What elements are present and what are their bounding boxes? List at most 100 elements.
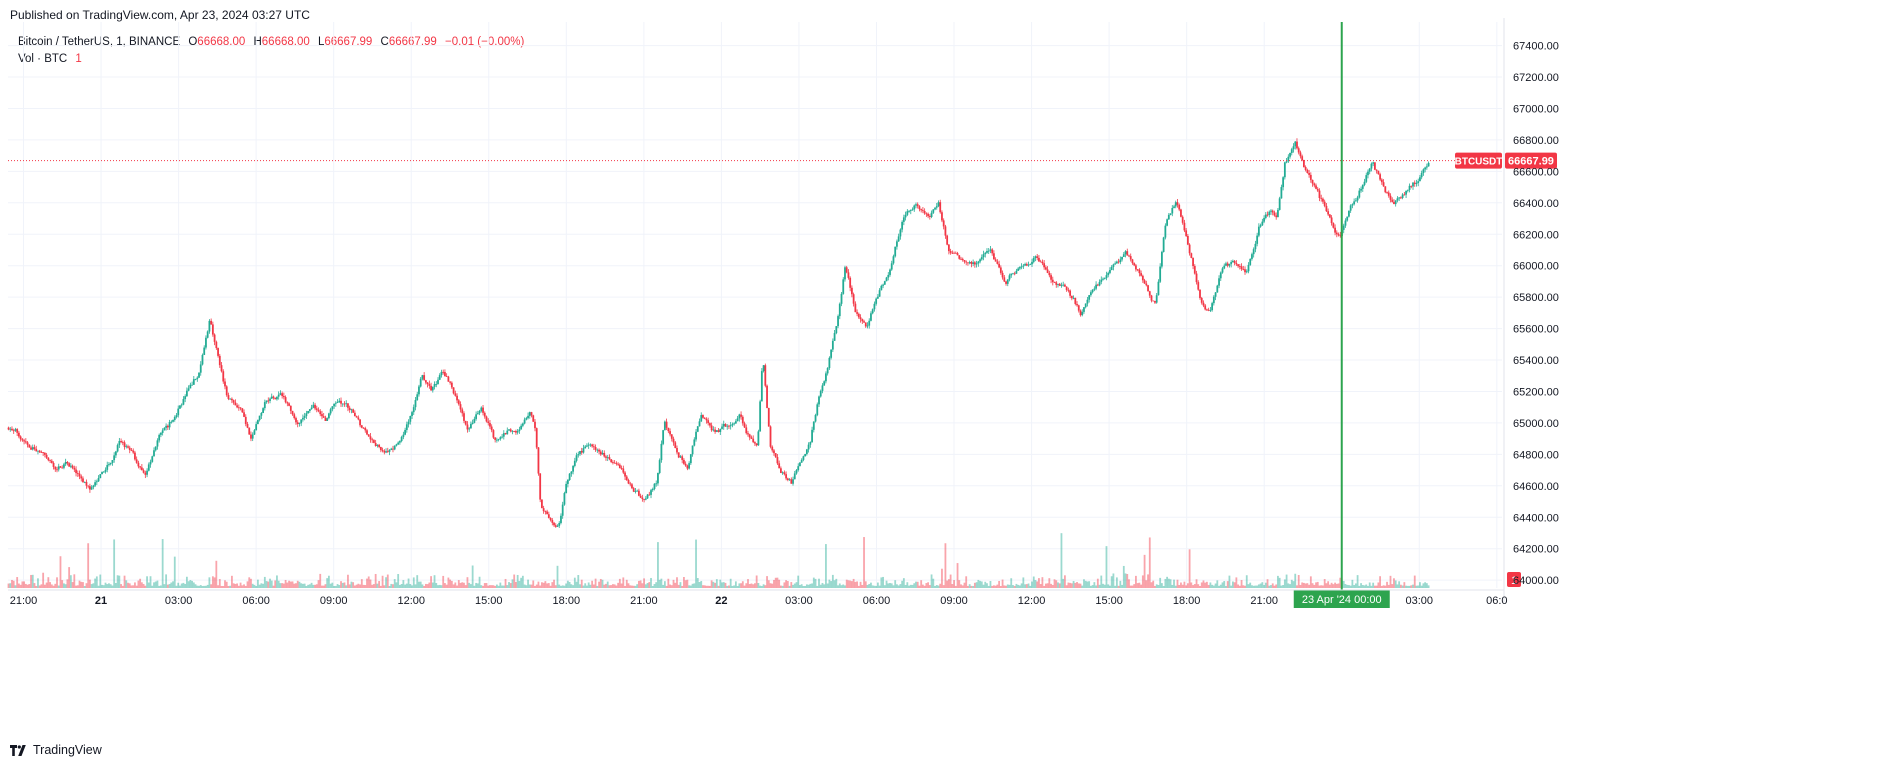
volume-bar — [1129, 585, 1132, 588]
candle-body — [769, 426, 772, 447]
candle-body — [631, 484, 633, 489]
volume-bar — [1174, 585, 1177, 588]
candle-body — [582, 448, 585, 453]
volume-bar — [766, 576, 768, 588]
candle-body — [1382, 182, 1385, 187]
candle-body — [947, 244, 950, 252]
footer-brand[interactable]: TradingView — [10, 743, 102, 757]
volume-bar — [305, 585, 308, 588]
candle-body — [272, 396, 275, 398]
candle-body — [1218, 278, 1220, 286]
volume-bar — [494, 585, 497, 588]
volume-bar — [1055, 580, 1058, 588]
candle-body — [220, 365, 223, 372]
volume-bar — [324, 584, 327, 588]
volume-bar — [523, 584, 526, 588]
candle-body — [885, 277, 888, 282]
candle-body — [1235, 263, 1238, 265]
candle-body — [779, 468, 782, 473]
volume-bar — [802, 585, 805, 588]
volume-bar — [577, 575, 580, 588]
candle-body — [14, 429, 17, 431]
volume-bar — [774, 577, 777, 588]
legend-volume-label[interactable]: Vol · BTC — [18, 53, 68, 65]
candle-body — [1013, 273, 1016, 275]
candle-body — [916, 204, 919, 207]
candle-body — [523, 419, 526, 424]
volume-bar — [1380, 585, 1383, 588]
volume-bar — [1306, 583, 1309, 588]
volume-bar — [1195, 579, 1198, 588]
volume-bar — [414, 584, 417, 588]
volume-bar — [1105, 546, 1108, 588]
candle-body — [1337, 234, 1340, 236]
volume-bar — [615, 585, 618, 588]
volume-bar — [925, 583, 928, 588]
volume-bar — [913, 583, 916, 588]
candle-body — [327, 413, 330, 419]
volume-bar — [104, 582, 107, 588]
volume-bar — [558, 584, 561, 588]
legend-symbol[interactable]: Bitcoin / TetherUS, 1, BINANCE — [18, 36, 181, 48]
volume-bar — [864, 581, 867, 588]
candle-body — [127, 446, 129, 448]
volume-bar — [490, 585, 493, 588]
candle-body — [745, 427, 748, 434]
volume-bar — [1212, 585, 1215, 588]
candle-body — [255, 424, 258, 431]
candle-body — [589, 444, 592, 446]
candle-body — [1356, 197, 1359, 201]
volume-bar — [1109, 585, 1111, 588]
candle-body — [341, 403, 344, 405]
volume-bar — [1077, 583, 1080, 588]
volume-bar — [776, 577, 779, 588]
candle-body — [1180, 209, 1182, 217]
volume-bar — [1422, 583, 1425, 588]
candle-body — [637, 490, 640, 496]
candle-body — [887, 274, 890, 278]
candle-body — [435, 384, 438, 385]
candle-body — [54, 466, 57, 470]
volume-bar — [1062, 578, 1065, 588]
candle-body — [870, 313, 872, 321]
volume-bar — [1128, 579, 1130, 588]
candle-body — [1221, 268, 1224, 273]
volume-bar — [935, 585, 938, 588]
candle-body — [530, 412, 533, 416]
candle-body — [1017, 268, 1020, 271]
volume-bar — [743, 585, 746, 588]
volume-bar — [1046, 583, 1049, 588]
price-tick-label: 64400.00 — [1513, 512, 1559, 524]
candle-body — [743, 423, 746, 428]
volume-bar — [464, 585, 467, 588]
volume-bar — [658, 579, 661, 588]
up-candles — [9, 141, 1430, 528]
candle-body — [457, 400, 460, 405]
volume-bar — [941, 568, 943, 588]
time-tick-label: 21:00 — [1250, 595, 1278, 607]
volume-bar — [719, 579, 722, 588]
volume-bar — [92, 583, 95, 588]
volume-bar — [1171, 584, 1174, 588]
volume-bar — [435, 582, 438, 588]
volume-bar — [298, 581, 301, 588]
volume-bar — [729, 578, 732, 588]
candle-body — [1368, 168, 1371, 172]
volume-bar — [449, 579, 452, 588]
volume-bar — [430, 576, 432, 588]
volume-bar — [760, 585, 763, 588]
volume-bar — [1277, 575, 1279, 588]
candle-body — [1303, 159, 1305, 168]
volume-bar — [961, 585, 964, 588]
volume-bar — [823, 584, 826, 588]
candle-body — [168, 422, 171, 428]
candle-body — [979, 259, 981, 262]
volume-bar — [944, 543, 947, 588]
volume-bar — [211, 576, 214, 588]
candle-body — [639, 495, 642, 498]
candle-body — [1294, 141, 1297, 147]
candle-body — [1313, 183, 1316, 186]
candle-body — [809, 442, 812, 445]
volume-bar — [1420, 585, 1423, 588]
